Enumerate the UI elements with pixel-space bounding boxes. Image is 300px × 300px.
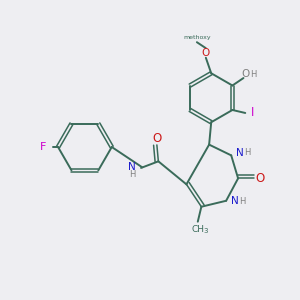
Text: O: O — [256, 172, 265, 185]
Text: H: H — [250, 70, 256, 79]
Text: O: O — [242, 70, 250, 80]
Text: H: H — [239, 197, 245, 206]
Text: N: N — [231, 196, 239, 206]
Text: O: O — [152, 132, 161, 145]
Text: N: N — [236, 148, 244, 158]
Text: methoxy: methoxy — [184, 34, 211, 40]
Text: H: H — [130, 170, 136, 179]
Text: CH: CH — [191, 225, 204, 234]
Text: F: F — [40, 142, 46, 152]
Text: H: H — [244, 148, 250, 158]
Text: O: O — [202, 48, 210, 58]
Text: N: N — [128, 162, 136, 172]
Text: 3: 3 — [203, 228, 208, 234]
Text: I: I — [251, 106, 255, 119]
